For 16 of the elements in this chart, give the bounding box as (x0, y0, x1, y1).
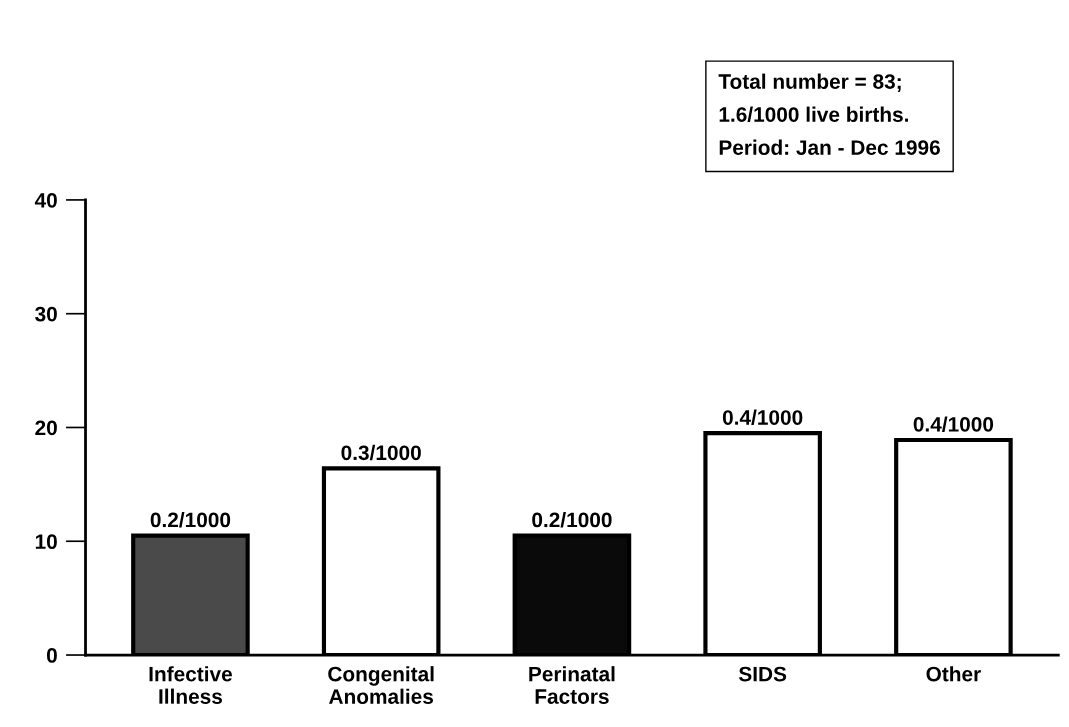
x-tick-label: Other (926, 666, 981, 682)
text: Total number = 83; 1.6/1000 live births. Period: Jan - Dec 1996 (718, 73, 940, 155)
x-tick-label: SIDS (738, 666, 787, 682)
y-tick-label: 30 (35, 306, 57, 322)
data-label: 0.3/1000 (341, 444, 421, 461)
y-tick-label: 40 (34, 192, 57, 208)
x-tick-label: Perinatal Factors (529, 666, 615, 704)
data-label: 0.2/1000 (150, 511, 231, 528)
x-tick-label: Congenital Anomalies (328, 666, 434, 704)
y-tick-label: 0 (46, 648, 57, 663)
x-tick-label: Infective Illness (149, 666, 232, 704)
data-label: 0.2/1000 (532, 511, 612, 528)
data-label: 0.4/1000 (913, 416, 994, 432)
data-label: 0.4/1000 (722, 409, 803, 426)
y-tick-label: 20 (35, 420, 57, 436)
y-tick-label: 10 (35, 534, 57, 550)
